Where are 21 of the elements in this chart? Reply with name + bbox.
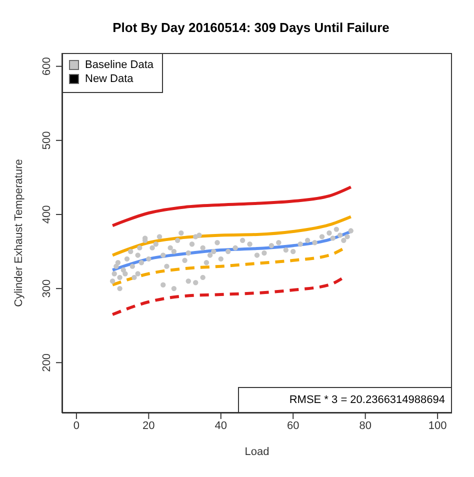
y-axis-title: Cylinder Exhaust Temperature xyxy=(12,159,25,307)
y-tick-label: 300 xyxy=(41,279,53,298)
legend-label: Baseline Data xyxy=(85,58,154,72)
line-series xyxy=(111,276,346,316)
line-series xyxy=(111,247,346,286)
note-box: RMSE * 3 = 20.2366314988694 xyxy=(238,387,451,412)
x-tick-label: 80 xyxy=(359,420,372,432)
y-tick-label: 600 xyxy=(41,57,53,76)
y-tick-label: 400 xyxy=(41,205,53,224)
chart-title: Plot By Day 20160514: 309 Days Until Failure xyxy=(112,19,390,37)
x-tick-label: 100 xyxy=(428,420,447,432)
x-tick-label: 20 xyxy=(142,420,155,432)
x-axis-title: Load xyxy=(244,446,270,458)
x-tick-label: 40 xyxy=(214,420,228,432)
x-tick-label: 60 xyxy=(286,420,300,432)
y-tick-label: 200 xyxy=(41,353,53,372)
legend-label: New Data xyxy=(85,72,134,86)
y-tick-label: 500 xyxy=(41,131,53,150)
line-series xyxy=(111,215,352,257)
line-series xyxy=(111,186,352,228)
x-tick-label: 0 xyxy=(73,420,80,432)
